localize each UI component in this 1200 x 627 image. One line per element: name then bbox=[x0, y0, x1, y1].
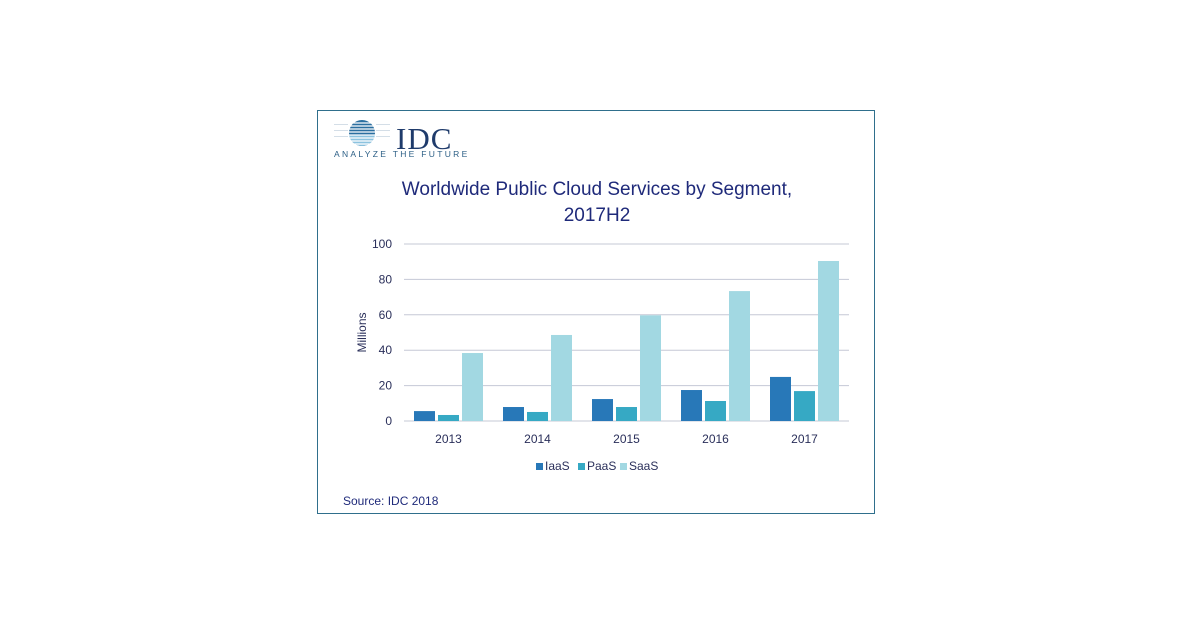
x-tick-label: 2016 bbox=[702, 432, 729, 446]
y-tick-label: 40 bbox=[379, 343, 393, 357]
logo-text: IDC bbox=[396, 121, 453, 156]
source-note: Source: IDC 2018 bbox=[343, 494, 439, 508]
legend-swatch-paas bbox=[578, 463, 585, 470]
bar-saas-2013 bbox=[462, 353, 483, 421]
x-tick-label: 2015 bbox=[613, 432, 640, 446]
y-axis-label: Millions bbox=[355, 312, 369, 352]
bar-saas-2014 bbox=[551, 334, 572, 421]
bar-paas-2016 bbox=[705, 400, 726, 421]
bar-paas-2013 bbox=[438, 414, 459, 421]
bar-iaas-2015 bbox=[592, 399, 613, 421]
legend-swatch-iaas bbox=[536, 463, 543, 470]
bar-paas-2017 bbox=[794, 391, 815, 421]
idc-logo: IDC ANALYZE THE FUTURE bbox=[332, 119, 467, 161]
y-tick-label: 60 bbox=[379, 308, 393, 322]
y-tick-label: 0 bbox=[385, 414, 392, 428]
y-tick-label: 100 bbox=[372, 237, 392, 251]
bar-iaas-2014 bbox=[503, 407, 524, 421]
bar-saas-2017 bbox=[818, 260, 839, 421]
legend-label-paas: PaaS bbox=[587, 459, 616, 473]
y-tick-label: 80 bbox=[379, 272, 393, 286]
logo-tagline: ANALYZE THE FUTURE bbox=[334, 149, 470, 159]
chart-title-line-1: Worldwide Public Cloud Services by Segme… bbox=[401, 179, 793, 200]
chart-card: IDC ANALYZE THE FUTURE Worldwide Public … bbox=[317, 110, 875, 514]
bar-iaas-2013 bbox=[414, 411, 435, 421]
y-tick-label: 20 bbox=[379, 379, 393, 393]
bar-saas-2016 bbox=[729, 291, 750, 421]
chart-title-line-2: 2017H2 bbox=[563, 205, 631, 226]
bar-chart: 0 20 40 60 80 100 Millions 2013 2014 2015 2016 2017… bbox=[355, 237, 849, 473]
bar-iaas-2016 bbox=[681, 390, 702, 421]
legend-label-iaas: IaaS bbox=[545, 459, 570, 473]
bar-paas-2015 bbox=[616, 407, 637, 421]
x-tick-label: 2014 bbox=[524, 432, 551, 446]
chart-title: Worldwide Public Cloud Services by Segme… bbox=[318, 177, 876, 229]
legend-label-saas: SaaS bbox=[629, 459, 658, 473]
x-tick-label: 2017 bbox=[791, 432, 818, 446]
bar-iaas-2017 bbox=[770, 376, 791, 421]
bar-saas-2015 bbox=[640, 315, 661, 421]
bar-paas-2014 bbox=[527, 411, 548, 421]
globe-icon bbox=[332, 120, 392, 146]
x-tick-label: 2013 bbox=[435, 432, 462, 446]
legend-swatch-saas bbox=[620, 463, 627, 470]
